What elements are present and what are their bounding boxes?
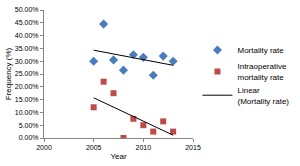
svg-text:35.00%: 35.00%	[15, 45, 39, 52]
svg-text:2000: 2000	[36, 144, 52, 151]
svg-text:5.00%: 5.00%	[19, 122, 39, 129]
svg-text:50.00%: 50.00%	[15, 6, 39, 13]
svg-text:Frequency (%): Frequency (%)	[4, 47, 13, 100]
svg-text:2005: 2005	[86, 144, 102, 151]
svg-text:Year: Year	[110, 152, 127, 161]
svg-text:30.00%: 30.00%	[15, 58, 39, 65]
svg-text:45.00%: 45.00%	[15, 19, 39, 26]
svg-text:0.00%: 0.00%	[19, 134, 39, 141]
svg-text:25.00%: 25.00%	[15, 70, 39, 77]
svg-text:2010: 2010	[136, 144, 152, 151]
svg-text:Mortality rate: Mortality rate	[237, 46, 284, 55]
svg-text:Linear(Mortality rate): Linear(Mortality rate)	[237, 86, 289, 105]
svg-text:2015: 2015	[185, 144, 201, 151]
svg-text:10.00%: 10.00%	[15, 109, 39, 116]
svg-text:40.00%: 40.00%	[15, 32, 39, 39]
svg-text:20.00%: 20.00%	[15, 83, 39, 90]
svg-text:Intraoperativemortality rate: Intraoperativemortality rate	[237, 62, 286, 81]
svg-text:15.00%: 15.00%	[15, 96, 39, 103]
